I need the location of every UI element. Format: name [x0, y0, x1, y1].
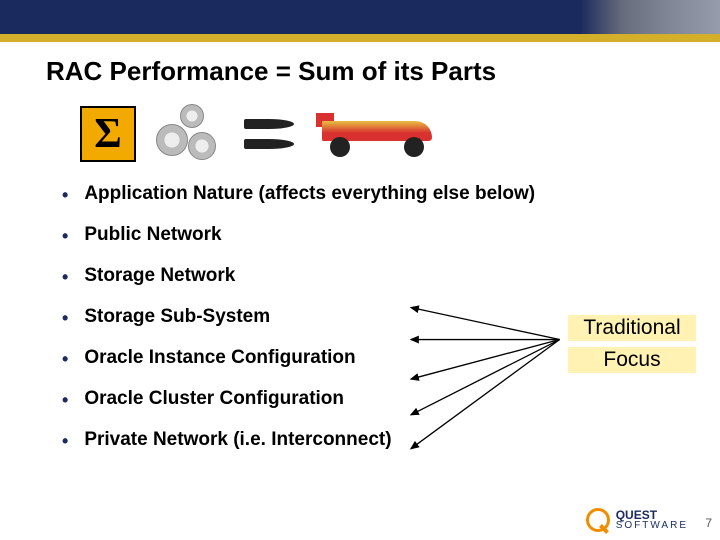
- bullet-dot-icon: •: [62, 429, 68, 453]
- callout-line-1: Traditional: [568, 315, 696, 341]
- list-item: • Public Network: [62, 224, 720, 248]
- bullet-dot-icon: •: [62, 388, 68, 412]
- equals-icon: [244, 114, 294, 154]
- bullet-text: Oracle Instance Configuration: [84, 347, 355, 369]
- logo-text: QUEST SOFTWARE: [616, 509, 688, 531]
- page-number: 7: [705, 516, 712, 530]
- footer-logo: QUEST SOFTWARE: [586, 508, 688, 532]
- equation-images-row: Σ: [0, 87, 720, 177]
- bullet-dot-icon: •: [62, 265, 68, 289]
- bullet-dot-icon: •: [62, 306, 68, 330]
- bullet-text: Storage Sub-System: [84, 306, 270, 328]
- slide-title: RAC Performance = Sum of its Parts: [0, 42, 720, 87]
- bullet-text: Storage Network: [84, 265, 235, 287]
- list-item: • Application Nature (affects everything …: [62, 183, 720, 207]
- logo-brand-bottom: SOFTWARE: [616, 521, 688, 531]
- quest-q-icon: [586, 508, 610, 532]
- bullet-text: Application Nature (affects everything e…: [84, 183, 535, 205]
- callout-line-2: Focus: [568, 347, 696, 373]
- bullet-dot-icon: •: [62, 183, 68, 207]
- list-item: • Storage Network: [62, 265, 720, 289]
- bullet-dot-icon: •: [62, 224, 68, 248]
- bullet-text: Private Network (i.e. Interconnect): [84, 429, 391, 451]
- bullet-dot-icon: •: [62, 347, 68, 371]
- list-item: • Oracle Cluster Configuration: [62, 388, 720, 412]
- header-bar: [0, 0, 720, 42]
- bullet-text: Public Network: [84, 224, 221, 246]
- bullet-text: Oracle Cluster Configuration: [84, 388, 344, 410]
- focus-callout: Traditional Focus: [568, 315, 696, 379]
- header-stripe: [0, 34, 720, 42]
- sigma-icon: Σ: [80, 106, 136, 162]
- gears-icon: [154, 102, 226, 166]
- racecar-icon: [312, 109, 442, 159]
- list-item: • Private Network (i.e. Interconnect): [62, 429, 720, 453]
